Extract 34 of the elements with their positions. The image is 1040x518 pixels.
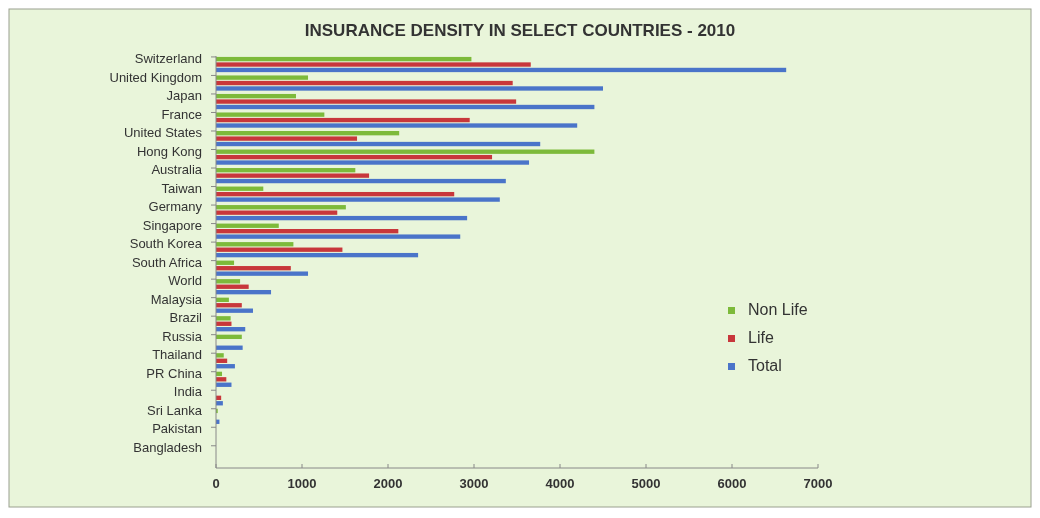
- y-tick-label: Russia: [162, 328, 203, 344]
- y-tick-label: India: [173, 384, 203, 400]
- y-tick-label: Singapore: [142, 217, 202, 233]
- x-tick-label: 5000: [631, 476, 661, 491]
- legend-label: Life: [748, 329, 774, 346]
- legend-label: Total: [748, 357, 782, 374]
- x-tick-label: 0: [212, 476, 220, 491]
- legend-label: Non Life: [748, 301, 808, 318]
- x-tick-label: 3000: [459, 476, 489, 491]
- y-tick-label: Australia: [151, 162, 203, 178]
- chart-title: INSURANCE DENSITY IN SELECT COUNTRIES - 2010: [304, 21, 736, 40]
- x-tick-label: 4000: [545, 476, 575, 491]
- y-tick-label: Thailand: [152, 347, 202, 363]
- y-tick-label: Malaysia: [150, 291, 203, 307]
- y-tick-label: France: [161, 106, 202, 122]
- y-tick-label: Pakistan: [152, 421, 202, 437]
- x-tick-label: 1000: [287, 476, 317, 491]
- y-tick-label: Hong Kong: [136, 143, 202, 159]
- x-tick-label: 2000: [373, 476, 403, 491]
- y-tick-label: Brazil: [169, 310, 203, 326]
- y-tick-label: Germany: [148, 199, 203, 215]
- y-tick-label: Sri Lanka: [147, 402, 203, 418]
- x-tick-label: 6000: [717, 476, 747, 491]
- y-tick-label: South Africa: [131, 254, 203, 270]
- y-tick-label: PR China: [146, 365, 203, 381]
- y-tick-label: Switzerland: [134, 51, 202, 67]
- y-tick-label: United States: [123, 125, 203, 141]
- y-tick-label: South Korea: [129, 236, 203, 252]
- y-tick-label: Taiwan: [161, 180, 202, 196]
- x-tick-label: 7000: [803, 476, 833, 491]
- y-tick-label: Japan: [166, 88, 202, 104]
- y-tick-label: Bangladesh: [133, 439, 202, 455]
- y-tick-label: World: [168, 273, 202, 289]
- y-tick-label: United Kingdom: [109, 69, 202, 85]
